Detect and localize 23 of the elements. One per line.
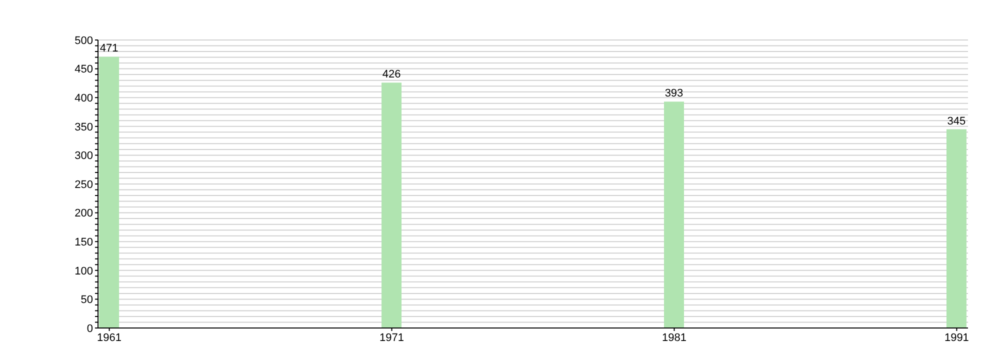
y-tick-label: 100 — [74, 265, 93, 278]
y-tick-label: 250 — [74, 178, 93, 191]
data-label: 393 — [664, 88, 684, 100]
bar — [946, 129, 966, 328]
bar — [664, 102, 684, 328]
data-label: 345 — [947, 115, 966, 128]
y-tick-label: 200 — [74, 208, 93, 220]
y-tick-label: 50 — [80, 294, 93, 306]
data-label: 426 — [382, 68, 401, 81]
x-tick-label: 1961 — [97, 332, 122, 344]
y-tick-label: 450 — [74, 64, 93, 76]
bar — [382, 82, 402, 328]
x-tick-label: 1971 — [380, 332, 404, 344]
y-tick-label: 150 — [74, 236, 93, 249]
x-tick-label: 1991 — [944, 332, 969, 344]
y-tick-label: 0 — [86, 322, 93, 335]
data-label: 471 — [100, 42, 118, 55]
y-tick-label: 300 — [74, 150, 93, 162]
y-tick-label: 400 — [74, 92, 93, 105]
bar — [99, 56, 120, 328]
y-tick-label: 500 — [74, 34, 93, 47]
x-tick-label: 1981 — [662, 332, 686, 344]
y-tick-label: 350 — [74, 121, 93, 134]
